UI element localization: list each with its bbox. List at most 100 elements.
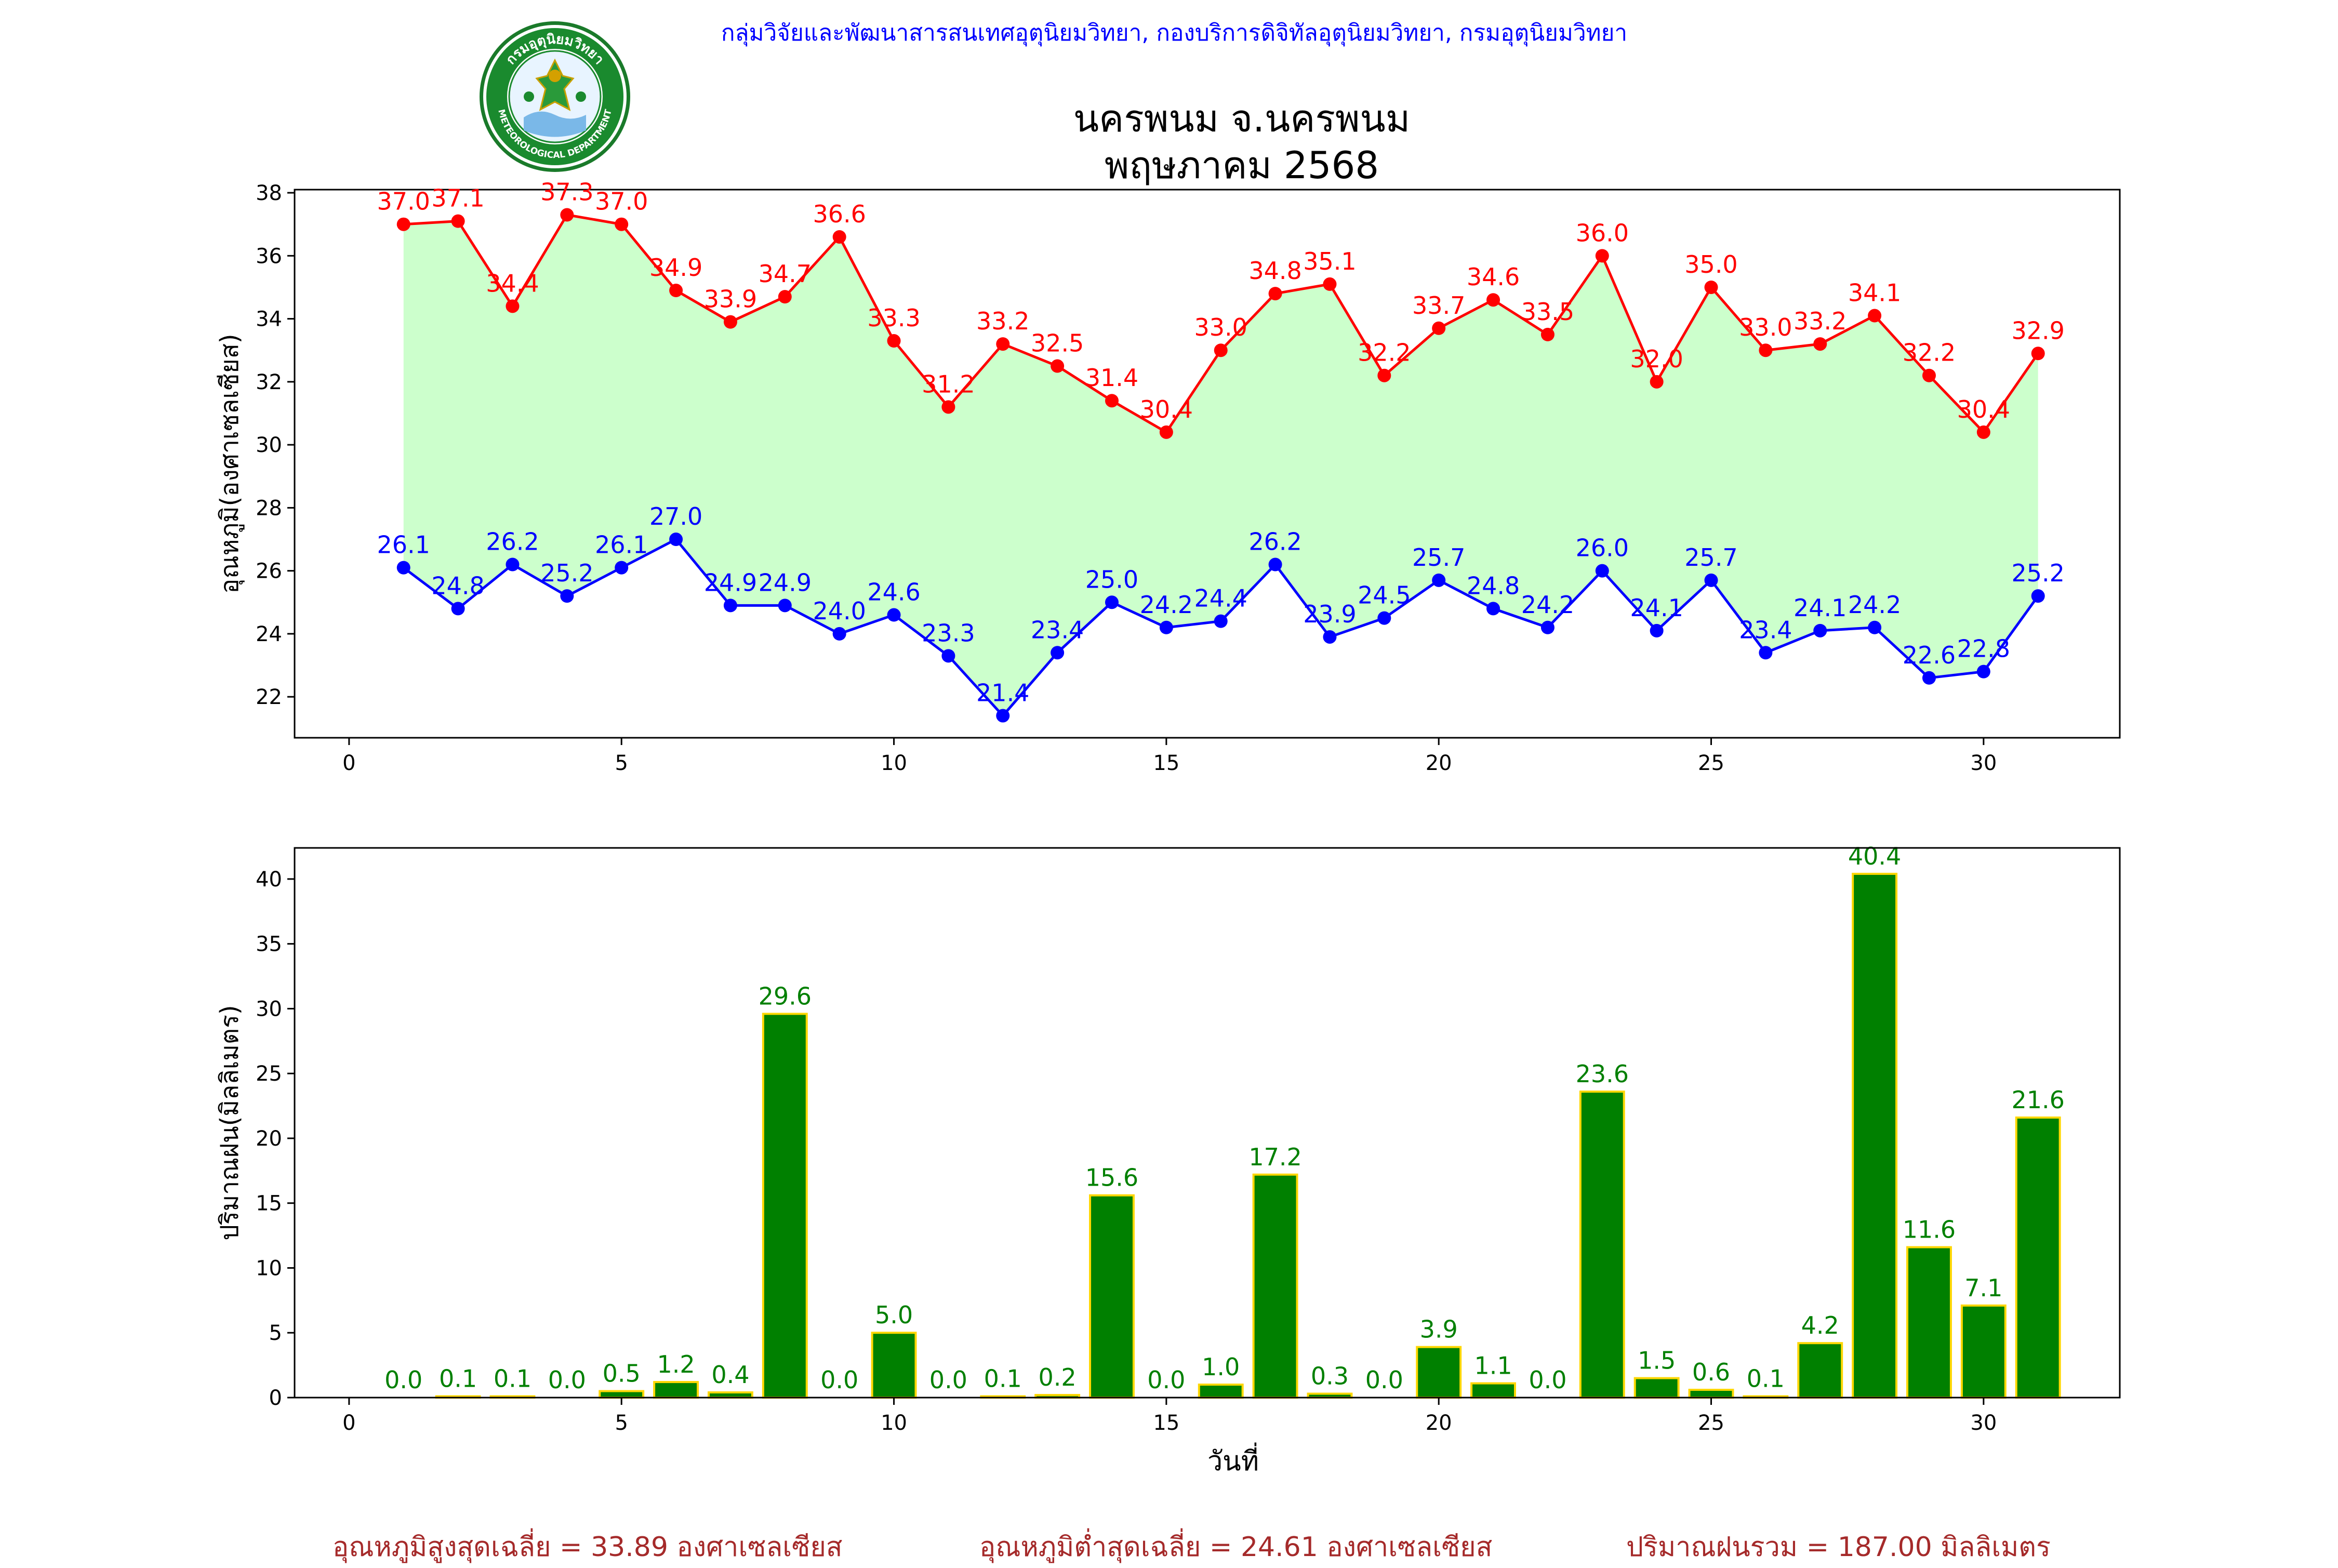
min-temp-data-label: 24.8 [1467, 572, 1520, 600]
max-temp-data-label: 32.9 [2011, 316, 2064, 344]
rainfall-y-axis-label: ปริมาณฝน(มิลลิเมตร) [215, 1005, 244, 1240]
max-temp-data-label: 33.7 [1412, 291, 1465, 320]
max-temp-data-label: 35.0 [1684, 250, 1737, 278]
rain-data-label: 40.4 [1848, 842, 1901, 870]
min-temp-point [723, 599, 737, 613]
max-temp-data-label: 33.5 [1521, 298, 1574, 326]
rain-data-label: 0.1 [1747, 1365, 1785, 1393]
rain-data-label: 11.6 [1903, 1216, 1956, 1244]
min-temp-point [1704, 573, 1718, 587]
min-temp-data-label: 24.2 [1140, 591, 1193, 619]
x-tick-label: 5 [615, 751, 628, 775]
rain-bar [1579, 1091, 1625, 1399]
org-header: กลุ่มวิจัยและพัฒนาสารสนเทศอุตุนิยมวิทยา,… [721, 20, 1628, 46]
min-temp-data-label: 24.1 [1630, 594, 1683, 622]
max-temp-point [1268, 287, 1282, 301]
max-temp-data-label: 34.8 [1248, 257, 1301, 285]
x-tick-label: 25 [1698, 1411, 1724, 1435]
max-temp-point [396, 217, 410, 231]
temperature-chart: 0 5 10 15 20 25 30 22 24 26 28 30 32 34 36 38 อุณหภูมิ(อ… [215, 178, 2121, 775]
max-temp-point [778, 290, 792, 304]
max-temp-data-label: 34.4 [486, 269, 539, 297]
max-temp-data-label: 33.2 [976, 307, 1029, 335]
min-temp-point [941, 649, 955, 663]
min-temp-point [1377, 611, 1391, 625]
min-temp-point [1922, 671, 1936, 685]
min-temp-data-label: 27.0 [649, 502, 702, 530]
y-tick-label: 20 [256, 1127, 282, 1151]
max-temp-point [1051, 359, 1065, 373]
temperature-y-axis-label: อุณหภูมิ(องศาเซลเซียส) [215, 334, 245, 593]
y-tick-label: 10 [256, 1256, 282, 1280]
x-tick-label: 5 [615, 1411, 628, 1435]
min-temp-point [560, 589, 574, 603]
max-temp-data-label: 35.1 [1303, 247, 1356, 275]
min-temp-point [2031, 589, 2045, 603]
max-temp-point [887, 334, 901, 348]
max-temp-point [1486, 293, 1500, 307]
rain-data-label: 29.6 [759, 982, 812, 1010]
rain-bar [1688, 1389, 1734, 1399]
rain-data-label: 0.5 [603, 1360, 641, 1388]
min-temp-data-label: 24.1 [1794, 594, 1847, 622]
rain-bar [1416, 1346, 1462, 1399]
min-temp-point [396, 561, 410, 575]
min-temp-data-label: 24.4 [1194, 584, 1247, 613]
max-temp-data-label: 33.9 [704, 285, 757, 313]
max-temp-data-label: 32.0 [1630, 345, 1683, 373]
min-temp-data-label: 24.2 [1848, 591, 1901, 619]
min-temp-point [1051, 646, 1065, 660]
rain-data-label: 3.9 [1420, 1315, 1458, 1344]
rain-data-label: 21.6 [2011, 1086, 2064, 1114]
max-temp-data-label: 32.2 [1903, 339, 1956, 367]
min-temp-point [669, 533, 683, 547]
max-temp-data-label: 30.4 [1957, 395, 2010, 423]
max-temp-point [1432, 321, 1446, 335]
max-temp-point [996, 337, 1010, 351]
rain-bar [1852, 872, 1898, 1399]
y-tick-label: 22 [256, 685, 282, 709]
max-temp-point [506, 299, 520, 313]
rain-data-label: 0.1 [439, 1365, 477, 1393]
max-temp-point [615, 217, 629, 231]
rain-data-label: 0.0 [1529, 1366, 1566, 1394]
max-temp-point [832, 230, 846, 244]
rain-data-label: 5.0 [875, 1301, 913, 1329]
min-temp-point [1486, 602, 1500, 616]
min-temp-data-label: 24.6 [867, 578, 920, 606]
min-temp-data-label: 24.9 [704, 568, 757, 596]
y-tick-label: 15 [256, 1192, 282, 1216]
y-tick-label: 36 [256, 244, 282, 268]
rain-data-label: 17.2 [1248, 1143, 1301, 1171]
x-tick-label: 10 [881, 751, 907, 775]
rain-data-label: 0.1 [494, 1365, 532, 1393]
rain-bar [1470, 1382, 1516, 1399]
min-temp-point [1159, 620, 1173, 634]
rainfall-x-axis-label: วันที่ [1207, 1442, 1259, 1477]
max-temp-point [723, 315, 737, 329]
y-tick-label: 34 [256, 308, 282, 331]
x-tick-label: 0 [342, 1411, 355, 1435]
min-temp-data-label: 26.1 [377, 531, 430, 559]
max-temp-data-label: 34.1 [1848, 279, 1901, 307]
min-temp-point [1650, 623, 1664, 637]
min-temp-data-label: 22.6 [1903, 641, 1956, 669]
min-temp-data-label: 24.5 [1358, 581, 1411, 609]
rain-data-label: 23.6 [1576, 1060, 1629, 1088]
rain-data-label: 0.2 [1039, 1363, 1077, 1391]
max-temp-point [560, 208, 574, 222]
min-temp-data-label: 26.1 [595, 531, 648, 559]
min-temp-point [832, 627, 846, 641]
max-temp-data-label: 32.2 [1358, 339, 1411, 367]
y-tick-label: 0 [269, 1386, 282, 1410]
station-title: นครพนม จ.นครพนม [1073, 97, 1411, 140]
min-temp-point [1868, 620, 1882, 634]
min-temp-point [887, 608, 901, 622]
rain-data-label: 4.2 [1801, 1311, 1839, 1339]
max-temp-data-label: 34.7 [759, 260, 812, 288]
min-temp-point [1759, 646, 1773, 660]
min-temp-data-label: 23.4 [1739, 616, 1792, 644]
max-temp-data-label: 33.0 [1194, 313, 1247, 341]
rain-data-label: 15.6 [1085, 1164, 1138, 1192]
y-tick-label: 35 [256, 933, 282, 956]
